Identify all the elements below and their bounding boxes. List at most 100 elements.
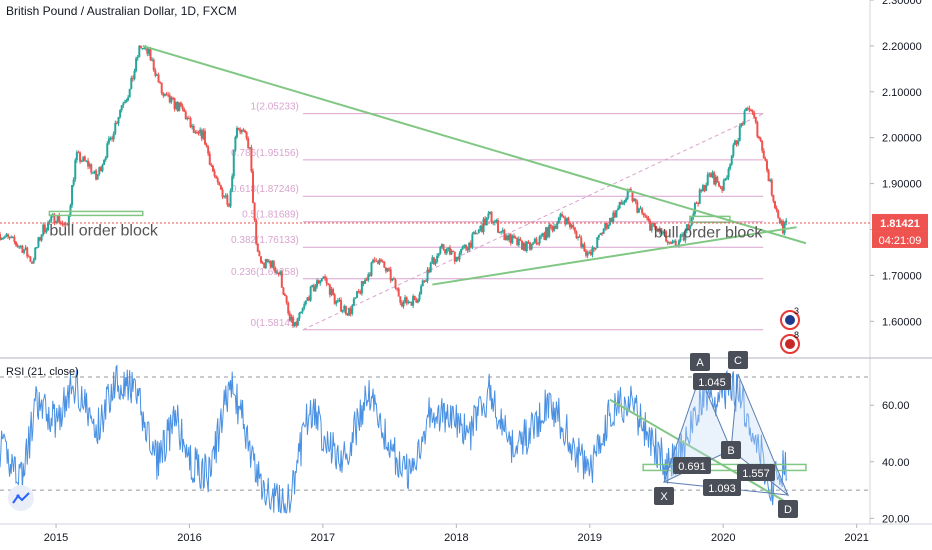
candle-body — [290, 316, 293, 321]
candle-body — [349, 308, 352, 314]
candle-body — [543, 233, 546, 240]
candle-body — [679, 235, 682, 241]
candle-body — [375, 260, 378, 262]
candle-body — [211, 165, 214, 172]
candle-body — [445, 248, 448, 254]
candle-body — [139, 45, 142, 49]
candle-body — [133, 70, 136, 80]
candle-body — [80, 161, 83, 163]
candle-body — [738, 125, 741, 141]
candle-body — [327, 283, 330, 285]
candle-body — [501, 230, 504, 232]
candle-body — [77, 152, 80, 154]
price-tick-label: 1.60000 — [882, 316, 922, 328]
candle-body — [783, 222, 786, 234]
candle-body — [506, 235, 509, 241]
candle-body — [402, 302, 405, 307]
candle-body — [205, 144, 208, 147]
candle-body — [348, 308, 351, 316]
candle-body — [295, 322, 298, 326]
candle-body — [61, 223, 64, 225]
candle-body — [410, 302, 413, 306]
candle-body — [15, 241, 18, 246]
candle-body — [372, 259, 375, 263]
candle-body — [147, 49, 150, 54]
candle-body — [570, 225, 573, 228]
candle-body — [0, 238, 3, 240]
candle-body — [255, 220, 258, 244]
candle-body — [384, 267, 387, 272]
candle-body — [711, 172, 714, 178]
candle-body — [146, 46, 149, 54]
candle-body — [637, 208, 640, 213]
candle-body — [232, 150, 235, 177]
candle-body — [695, 202, 698, 204]
candle-body — [456, 256, 459, 260]
candle-body — [248, 147, 251, 149]
candle-body — [304, 300, 307, 305]
candle-body — [533, 238, 536, 243]
candle-body — [309, 286, 312, 301]
candle-body — [516, 238, 519, 246]
candle-body — [256, 243, 259, 252]
candle-body — [452, 251, 455, 253]
candle-body — [468, 242, 471, 251]
harmonic-point-bg — [728, 351, 748, 369]
candle-body — [336, 300, 339, 302]
rsi-line — [0, 364, 788, 514]
candle-body — [55, 221, 58, 223]
candle-body — [90, 164, 93, 173]
candle-body — [268, 261, 271, 263]
candle-body — [633, 198, 636, 202]
candle-body — [508, 234, 511, 241]
candle-body — [400, 302, 403, 307]
harmonic-ratio-label: 1.045 — [698, 377, 726, 389]
rsi-tick-label: 20.00 — [882, 513, 910, 525]
candle-body — [250, 147, 253, 172]
bull-order-block-label: bull order block — [49, 222, 159, 239]
candle-body — [785, 220, 788, 223]
candle-body — [644, 215, 647, 217]
candle-body — [668, 242, 671, 244]
candle-body — [769, 179, 772, 182]
candle-body — [453, 251, 456, 262]
candle-body — [657, 228, 660, 233]
candle-body — [274, 268, 277, 274]
candle-body — [748, 108, 751, 110]
candle-body — [610, 217, 613, 223]
harmonic-ratio-bg — [737, 464, 775, 481]
candle-body — [655, 227, 658, 229]
candle-body — [251, 171, 254, 203]
candle-body — [567, 217, 570, 223]
tradingview-logo-icon[interactable] — [8, 485, 34, 511]
candle-body — [641, 208, 644, 214]
candle-body — [378, 259, 381, 264]
candle-body — [27, 256, 30, 258]
candle-body — [231, 176, 234, 191]
candle-body — [123, 102, 126, 104]
candle-body — [162, 93, 165, 96]
candle-body — [557, 217, 560, 224]
candle-body — [155, 74, 158, 76]
candle-body — [602, 228, 605, 234]
candle-body — [580, 237, 583, 247]
candle-body — [426, 269, 429, 281]
price-tick-label: 2.20000 — [882, 41, 922, 53]
candle-body — [650, 225, 653, 231]
candle-body — [476, 233, 479, 235]
candle-body — [397, 288, 400, 297]
fib-level-label: 0.382(1.76133) — [231, 235, 299, 246]
candle-body — [117, 117, 120, 124]
candle-body — [34, 247, 37, 260]
candle-body — [322, 276, 325, 279]
candle-body — [138, 45, 141, 57]
candle-body — [693, 202, 696, 214]
candle-body — [317, 280, 320, 284]
candle-body — [548, 224, 551, 237]
candle-body — [125, 100, 128, 103]
candle-body — [440, 244, 443, 247]
candle-body — [496, 220, 499, 233]
candle-body — [525, 241, 528, 252]
candle-body — [343, 306, 346, 310]
candle-body — [354, 297, 357, 299]
